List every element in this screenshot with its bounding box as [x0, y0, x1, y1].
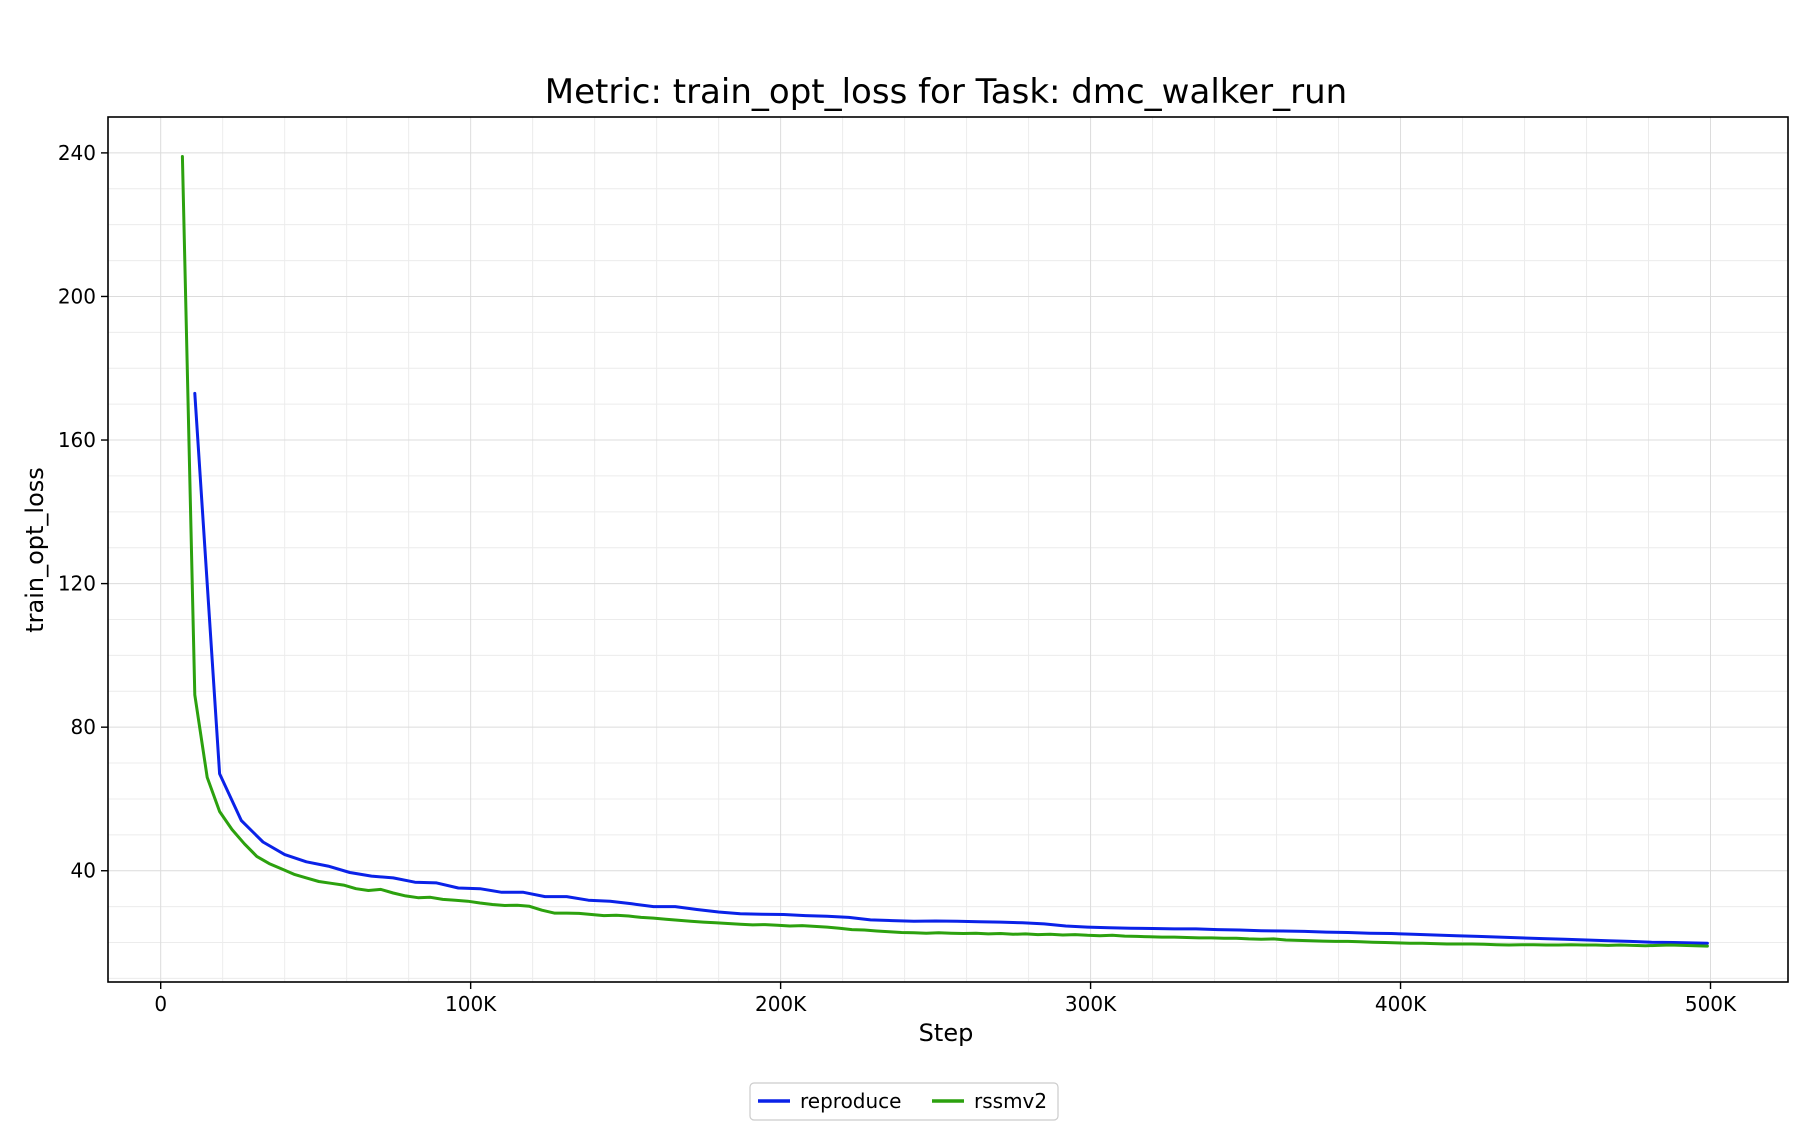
legend-box [749, 1082, 1059, 1121]
x-axis-label: Step [919, 1019, 974, 1047]
x-tick-label: 300K [1065, 992, 1117, 1016]
legend-label-rssmv2: rssmv2 [974, 1089, 1047, 1113]
y-tick-label: 160 [58, 428, 96, 452]
x-tick-label: 0 [154, 992, 167, 1016]
y-tick-label: 40 [71, 859, 96, 883]
x-tick-label: 400K [1375, 992, 1427, 1016]
chart-title: Metric: train_opt_loss for Task: dmc_wal… [545, 72, 1347, 112]
y-tick-label: 120 [58, 572, 96, 596]
plot-frame [107, 116, 1789, 983]
y-tick-label: 240 [58, 141, 96, 165]
series-line-rssmv2 [180, 155, 1709, 948]
series-line-reproduce [193, 391, 1709, 945]
grid [108, 116, 1788, 982]
legend: reproduce rssmv2 [749, 1082, 1059, 1121]
series-lines [180, 155, 1709, 948]
y-tick-label: 80 [71, 715, 96, 739]
x-tick-label: 200K [755, 992, 807, 1016]
x-axis-ticks: 0 100K 200K 300K 400K 500K [154, 982, 1737, 1016]
y-axis-ticks: 40 80 120 160 200 240 [58, 141, 108, 883]
y-tick-label: 200 [58, 284, 96, 308]
legend-label-reproduce: reproduce [800, 1089, 901, 1113]
x-tick-label: 500K [1685, 992, 1737, 1016]
x-tick-label: 100K [445, 992, 497, 1016]
y-axis-label: train_opt_loss [21, 467, 49, 633]
